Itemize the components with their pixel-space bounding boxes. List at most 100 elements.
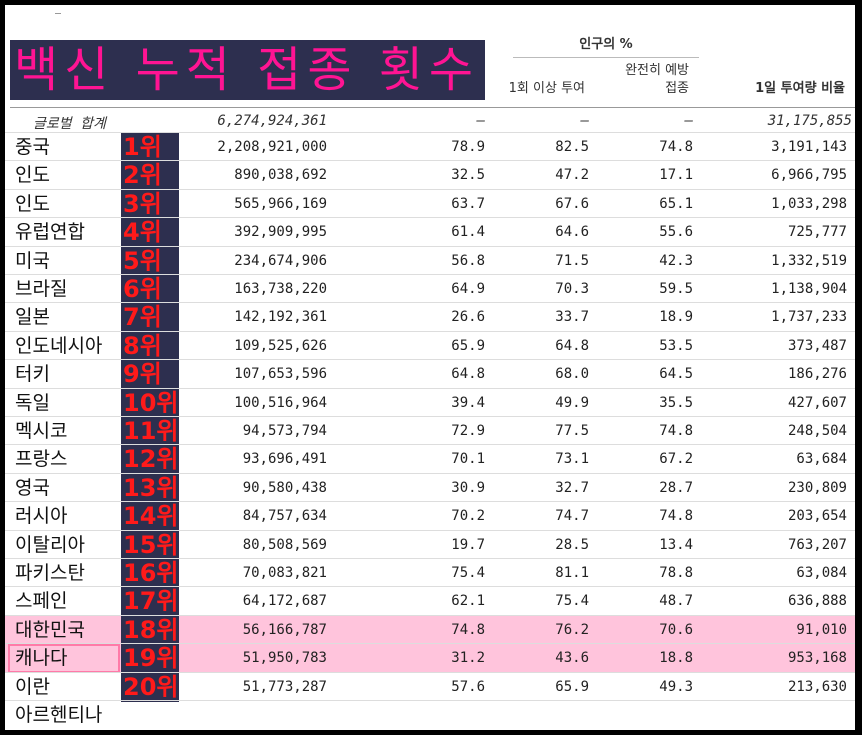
fully-vaccinated-pct: 74.8 — [659, 508, 693, 525]
divider — [513, 57, 699, 58]
one-dose-pct: 76.2 — [555, 621, 589, 638]
fully-vaccinated-pct: 74.8 — [659, 423, 693, 439]
daily-doses: 63,084 — [796, 565, 847, 581]
rank-badge: 7위 — [121, 303, 179, 333]
fully-vaccinated-pct: 49.3 — [659, 678, 693, 695]
rank-badge: 19위 — [121, 644, 179, 674]
daily-doses: 248,504 — [787, 423, 847, 439]
rank-badge: 1위 — [121, 133, 179, 162]
total-doses: 51,773,287 — [242, 678, 327, 695]
doses-pct: 62.1 — [451, 593, 485, 610]
one-dose-pct: 73.1 — [555, 451, 589, 468]
fully-vaccinated-pct: 55.6 — [659, 224, 693, 241]
column-header-full-line2: 접종 — [665, 81, 689, 96]
rank-badge: 16위 — [121, 559, 179, 588]
daily-doses: 91,010 — [796, 621, 847, 638]
rank-badge: 2위 — [121, 161, 179, 191]
country-name: 인도 — [15, 192, 50, 215]
divider — [10, 107, 855, 108]
one-dose-pct: 47.2 — [555, 167, 589, 184]
doses-pct: 30.9 — [451, 479, 485, 496]
table-row: 아르헨티나 — [5, 700, 855, 729]
table-row: 파키스탄 16위 70,083,821 75.4 81.1 78.8 63,084 — [5, 558, 855, 588]
country-name: 멕시코 — [15, 420, 68, 442]
global-total-row: 글로벌 합계 6,274,924,361 – – – 31,175,855 — [10, 108, 855, 136]
doses-pct: 65.9 — [451, 337, 485, 354]
one-dose-pct: 65.9 — [555, 678, 589, 695]
total-doses: 109,525,626 — [234, 337, 327, 354]
table-row: 일본 7위 142,192,361 26.6 33.7 18.9 1,737,233 — [5, 302, 855, 333]
total-doses: 93,696,491 — [242, 451, 327, 468]
fully-vaccinated-pct: 48.7 — [659, 593, 693, 610]
country-name: 파키스탄 — [15, 562, 85, 584]
table-row: 유럽연합 4위 392,909,995 61.4 64.6 55.6 725,777 — [5, 217, 855, 248]
daily-doses: 953,168 — [787, 650, 847, 667]
global-total-pct: – — [476, 113, 485, 129]
global-total-daily: 31,175,855 — [767, 113, 852, 129]
table-row: 인도네시아 8위 109,525,626 65.9 64.8 53.5 373,487 — [5, 330, 855, 361]
one-dose-pct: 32.7 — [555, 479, 589, 496]
country-name: 인도네시아 — [15, 334, 103, 357]
one-dose-pct: 77.5 — [555, 423, 589, 439]
total-doses: 84,757,634 — [242, 508, 327, 525]
country-name: 영국 — [15, 476, 50, 499]
table-row: 멕시코 11위 94,573,794 72.9 77.5 74.8 248,504 — [5, 416, 855, 446]
total-doses: 64,172,687 — [242, 593, 327, 610]
total-doses: 80,508,569 — [242, 536, 327, 553]
rank-badge: 4위 — [121, 218, 179, 248]
daily-doses: 636,888 — [787, 593, 847, 610]
rank-badge: 20위 — [121, 672, 179, 702]
country-name: 아르헨티나 — [15, 704, 103, 726]
country-name: 캐나다 — [15, 647, 68, 670]
country-name: 이란 — [15, 675, 50, 698]
doses-pct: 64.8 — [451, 366, 485, 383]
table-row: 영국 13위 90,580,438 30.9 32.7 28.7 230,809 — [5, 472, 855, 503]
rank-badge: 15위 — [121, 530, 179, 560]
column-group-header: 인구의 % — [579, 37, 633, 52]
table-row: 브라질 6위 163,738,220 64.9 70.3 59.5 1,138,904 — [5, 274, 855, 304]
doses-pct: 39.4 — [451, 394, 485, 411]
rank-badge: 18위 — [121, 615, 179, 645]
country-name: 대한민국 — [15, 618, 85, 641]
total-doses: 94,573,794 — [242, 423, 327, 439]
total-doses: 234,674,906 — [234, 252, 327, 269]
table-row: 인도 3위 565,966,169 63.7 67.6 65.1 1,033,298 — [5, 188, 855, 219]
global-total-one-dose: – — [580, 113, 589, 129]
table-row: 프랑스 12위 93,696,491 70.1 73.1 67.2 63,684 — [5, 444, 855, 475]
fully-vaccinated-pct: 64.5 — [659, 366, 693, 383]
fully-vaccinated-pct: 17.1 — [659, 167, 693, 184]
doses-pct: 32.5 — [451, 167, 485, 184]
total-doses: 392,909,995 — [234, 224, 327, 241]
fully-vaccinated-pct: 59.5 — [659, 281, 693, 297]
one-dose-pct: 75.4 — [555, 593, 589, 610]
one-dose-pct: 70.3 — [555, 281, 589, 297]
doses-pct: 26.6 — [451, 309, 485, 326]
fully-vaccinated-pct: 35.5 — [659, 394, 693, 411]
one-dose-pct: 74.7 — [555, 508, 589, 525]
table-row: 스페인 17위 64,172,687 62.1 75.4 48.7 636,888 — [5, 586, 855, 617]
fully-vaccinated-pct: 28.7 — [659, 479, 693, 496]
daily-doses: 3,191,143 — [771, 139, 847, 155]
fully-vaccinated-pct: 42.3 — [659, 252, 693, 269]
country-name: 브라질 — [15, 278, 68, 300]
doses-pct: 31.2 — [451, 650, 485, 667]
one-dose-pct: 81.1 — [555, 565, 589, 581]
country-name: 중국 — [15, 136, 50, 158]
rank-badge: 14위 — [121, 502, 179, 532]
global-total-label: 글로벌 합계 — [33, 116, 106, 132]
rank-badge: 13위 — [121, 473, 179, 503]
country-name: 유럽연합 — [15, 221, 85, 244]
daily-doses: 373,487 — [787, 337, 847, 354]
fully-vaccinated-pct: 67.2 — [659, 451, 693, 468]
doses-pct: 19.7 — [451, 536, 485, 553]
country-name: 미국 — [15, 249, 50, 272]
fully-vaccinated-pct: 65.1 — [659, 195, 693, 212]
one-dose-pct: 67.6 — [555, 195, 589, 212]
one-dose-pct: 71.5 — [555, 252, 589, 269]
table-row: 캐나다 19위 51,950,783 31.2 43.6 18.8 953,168 — [5, 643, 855, 674]
page-title: 백신 누적 접종 횟수 — [10, 40, 485, 100]
column-header-one-dose: 1회 이상 투여 — [508, 81, 585, 96]
one-dose-pct: 64.6 — [555, 224, 589, 241]
fully-vaccinated-pct: 70.6 — [659, 621, 693, 638]
daily-doses: 763,207 — [787, 536, 847, 553]
